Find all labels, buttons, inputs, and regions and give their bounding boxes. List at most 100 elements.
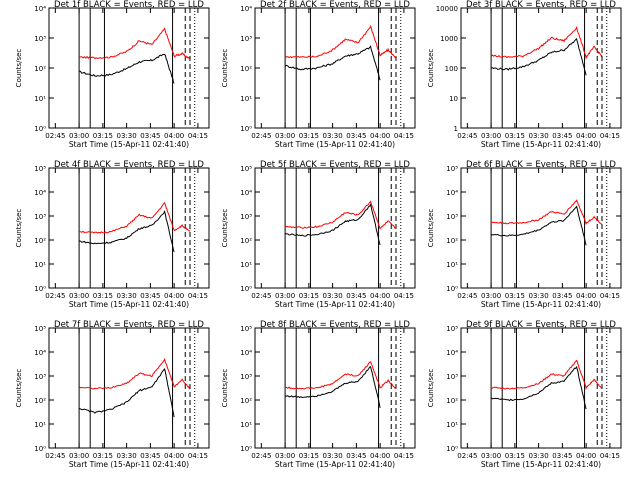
y-tick-label: 10⁰: [34, 285, 46, 293]
x-tick-label: 04:00: [164, 292, 184, 300]
x-tick-label: 03:30: [117, 452, 137, 460]
y-tick-label: 10⁴: [34, 5, 46, 13]
x-tick-label: 03:15: [93, 452, 113, 460]
x-tick-label: 03:00: [69, 452, 89, 460]
y-tick-label: 10³: [446, 213, 458, 221]
x-axis-label: Start Time (15-Apr-11 02:41:40): [275, 460, 395, 469]
panel-title: Det 3f BLACK = Events, RED = LLD: [466, 0, 616, 10]
y-tick-label: 10⁵: [240, 325, 252, 333]
lld-series-line: [79, 201, 191, 234]
events-series-line: [490, 365, 587, 410]
y-tick-label: 10⁴: [446, 189, 458, 197]
panel-det-6f: Det 6f BLACK = Events, RED = LLD 10⁰ 10¹ 10…: [427, 160, 622, 309]
x-tick-label: 03:30: [529, 292, 549, 300]
x-tick-label: 03:45: [552, 452, 572, 460]
x-tick-label: 03:00: [481, 132, 501, 140]
y-axis-label: Counts/sec: [221, 369, 229, 408]
x-tick-label: 03:45: [346, 452, 366, 460]
y-tick-label: 10⁰: [240, 285, 252, 293]
y-tick-label: 10: [449, 95, 458, 103]
y-tick-label: 10⁴: [240, 349, 252, 357]
plot-frame: [460, 167, 622, 289]
lld-series-line: [284, 200, 397, 230]
x-tick-label: 04:15: [188, 452, 208, 460]
plot-frame: [254, 167, 416, 289]
y-tick-label: 10¹: [446, 261, 458, 269]
x-tick-label: 03:00: [69, 292, 89, 300]
x-tick-label: 03:15: [299, 452, 319, 460]
x-tick-label: 04:00: [370, 132, 390, 140]
y-tick-label: 10³: [34, 35, 46, 43]
x-tick-label: 04:00: [164, 452, 184, 460]
y-tick-label: 10¹: [240, 95, 252, 103]
y-tick-label: 10⁴: [240, 5, 252, 13]
panel-det-4f: Det 4f BLACK = Events, RED = LLD 10⁰ 10¹ 10…: [15, 160, 210, 309]
y-tick-label: 10⁵: [446, 325, 458, 333]
x-tick-label: 03:30: [117, 292, 137, 300]
x-axis-label: Start Time (15-Apr-11 02:41:40): [275, 140, 395, 149]
x-tick-label: 04:00: [370, 292, 390, 300]
panel-det-8f: Det 8f BLACK = Events, RED = LLD 10⁰ 10¹ 10…: [221, 320, 416, 469]
y-tick-label: 10²: [34, 397, 46, 405]
y-tick-label: 10³: [240, 213, 252, 221]
y-tick-label: 10²: [240, 65, 252, 73]
x-tick-label: 04:00: [576, 452, 596, 460]
x-tick-label: 03:45: [140, 132, 160, 140]
x-tick-label: 03:15: [505, 292, 525, 300]
y-tick-label: 10³: [446, 373, 458, 381]
y-tick-label: 10²: [446, 237, 458, 245]
y-tick-label: 10¹: [34, 421, 46, 429]
x-tick-label: 03:00: [275, 292, 295, 300]
x-tick-label: 03:15: [299, 292, 319, 300]
events-series-line: [490, 37, 587, 76]
y-tick-label: 10³: [34, 213, 46, 221]
panel-title: Det 4f BLACK = Events, RED = LLD: [54, 160, 204, 170]
y-tick-label: 1: [454, 125, 458, 133]
y-tick-label: 10⁵: [34, 325, 46, 333]
y-tick-label: 10⁰: [34, 445, 46, 453]
plot-frame: [48, 167, 210, 289]
x-tick-label: 04:00: [164, 132, 184, 140]
x-axis-label: Start Time (15-Apr-11 02:41:40): [275, 300, 395, 309]
lld-series-line: [79, 27, 191, 60]
y-axis-label: Counts/sec: [15, 209, 23, 248]
plot-frame: [460, 327, 622, 449]
y-tick-label: 100: [445, 65, 458, 73]
y-tick-label: 10¹: [240, 421, 252, 429]
plot-frame: [254, 327, 416, 449]
x-tick-label: 03:15: [93, 132, 113, 140]
x-tick-label: 04:15: [394, 292, 414, 300]
events-series-line: [78, 53, 175, 84]
panel-title: Det 2f BLACK = Events, RED = LLD: [260, 0, 410, 10]
y-tick-label: 10⁴: [446, 349, 458, 357]
y-tick-label: 10²: [446, 397, 458, 405]
x-tick-label: 03:30: [117, 132, 137, 140]
panel-title: Det 8f BLACK = Events, RED = LLD: [260, 320, 410, 330]
x-tick-label: 03:30: [529, 452, 549, 460]
plot-frame: [48, 327, 210, 449]
lld-series-line: [490, 25, 603, 60]
x-tick-label: 03:45: [552, 292, 572, 300]
x-tick-label: 04:15: [188, 132, 208, 140]
y-tick-label: 10⁰: [240, 445, 252, 453]
events-series-line: [490, 205, 587, 246]
events-series-line: [284, 45, 381, 81]
x-tick-label: 03:15: [505, 452, 525, 460]
y-tick-label: 10³: [34, 373, 46, 381]
x-tick-label: 03:00: [69, 132, 89, 140]
y-tick-label: 10²: [34, 65, 46, 73]
lld-series-line: [490, 199, 603, 226]
lld-series-line: [491, 359, 603, 391]
y-tick-label: 10²: [240, 237, 252, 245]
x-tick-label: 03:15: [505, 132, 525, 140]
y-tick-label: 10¹: [34, 95, 46, 103]
events-series-line: [284, 366, 381, 408]
x-tick-label: 03:45: [346, 132, 366, 140]
x-tick-label: 03:45: [140, 292, 160, 300]
x-tick-label: 03:30: [323, 452, 343, 460]
x-axis-label: Start Time (15-Apr-11 02:41:40): [69, 300, 189, 309]
y-axis-label: Counts/sec: [427, 369, 435, 408]
y-tick-label: 10⁰: [446, 445, 458, 453]
panel-det-3f: Det 3f BLACK = Events, RED = LLD 1 10 100 10…: [427, 0, 622, 149]
